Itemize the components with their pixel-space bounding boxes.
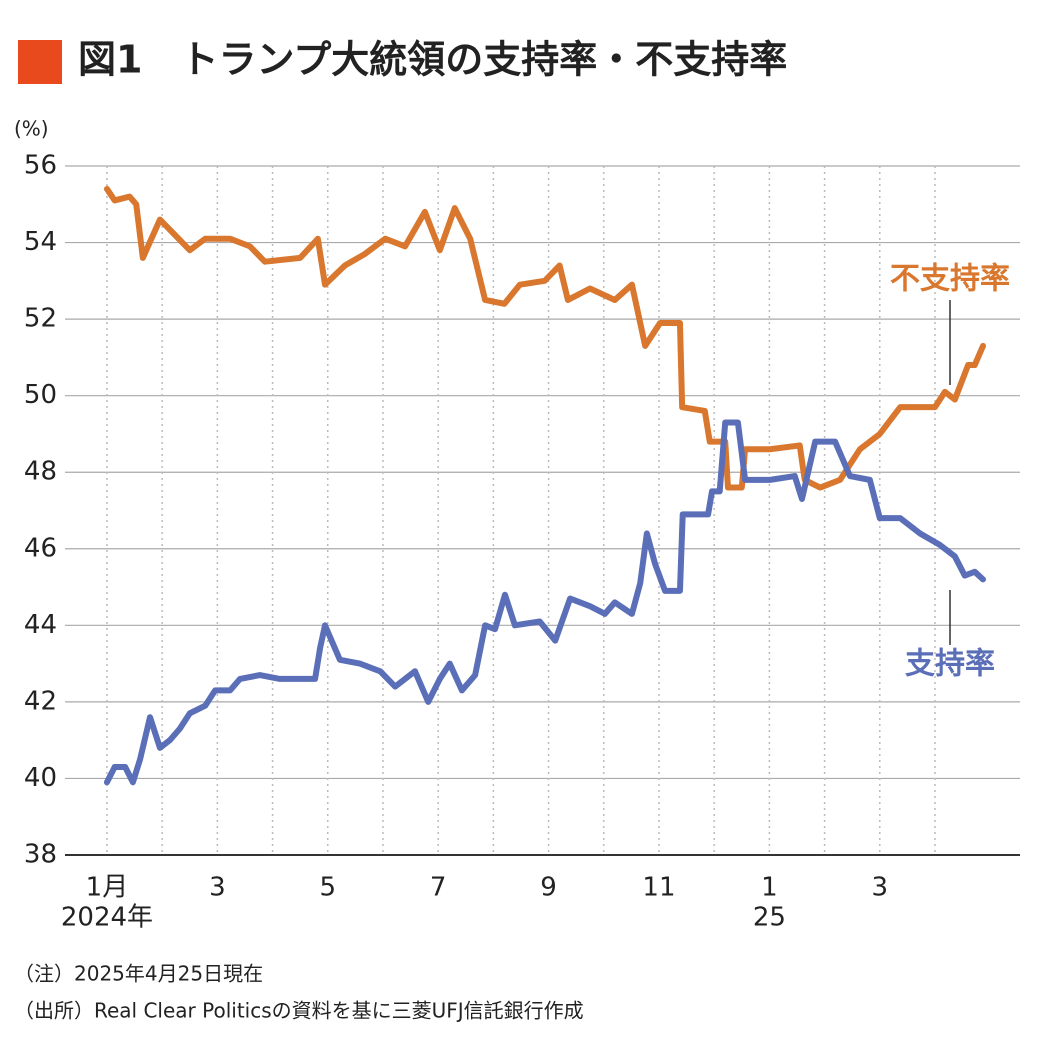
x-tick-label: 3 [872,873,889,903]
x-tick-label: 7 [430,873,447,903]
x-tick-label: 1 [761,873,778,903]
y-tick-label: 50 [24,380,57,410]
y-tick-label: 56 [24,151,57,181]
y-tick-label: 38 [24,840,57,870]
series-line [103,185,987,491]
x-tick-label: 9 [540,873,557,903]
y-tick-label: 46 [24,533,57,563]
x-tick-label: 3 [209,873,226,903]
chart-title: 図1 トランプ大統領の支持率・不支持率 [78,38,787,82]
y-tick-label: 44 [24,610,57,640]
series-label: 不支持率 [890,262,1010,297]
x-year-label: 2024年 [61,903,153,933]
source: （出所）Real Clear Politicsの資料を基に三菱UFJ信託銀行作成 [14,999,584,1023]
series-line [103,419,987,786]
y-tick-label: 48 [24,457,57,487]
note: （注）2025年4月25日現在 [14,962,263,986]
y-tick-label: 40 [24,763,57,793]
y-tick-label: 42 [24,686,57,716]
y-tick-label: 52 [24,304,57,334]
title-marker [18,40,62,84]
x-tick-label: 5 [319,873,336,903]
series-label: 支持率 [905,647,995,682]
x-tick-label: 11 [642,873,675,903]
x-tick-label: 1月 [86,873,129,903]
y-unit: (%) [14,117,49,141]
x-year-label: 25 [753,903,786,933]
y-tick-label: 54 [24,227,57,257]
